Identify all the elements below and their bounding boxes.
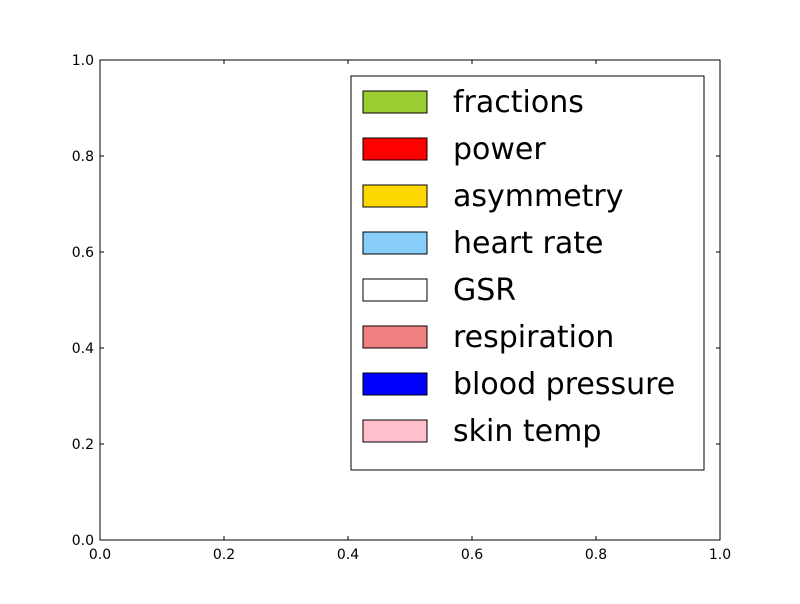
legend-label: asymmetry (453, 179, 624, 214)
y-tick-label: 1.0 (72, 53, 94, 69)
legend-label: skin temp (453, 414, 601, 449)
legend: fractions power asymmetry heart rate GSR resp… (350, 75, 705, 471)
legend-label: GSR (453, 273, 516, 308)
legend-label: power (453, 132, 546, 167)
legend-label: blood pressure (453, 367, 675, 402)
x-tick-label: 0.4 (337, 547, 359, 563)
y-tick-label: 0.4 (72, 341, 94, 357)
legend-item: skin temp (362, 414, 601, 449)
x-tick-label: 0.6 (461, 547, 483, 563)
x-axis: 0.0 0.2 0.4 0.6 0.8 1.0 (89, 60, 731, 563)
legend-label: respiration (453, 320, 614, 355)
legend-swatch (362, 137, 428, 161)
legend-label: heart rate (453, 226, 603, 261)
x-tick-label: 0.8 (585, 547, 607, 563)
y-tick-label: 0.8 (72, 149, 94, 165)
legend-item: asymmetry (362, 179, 624, 214)
x-tick-label: 0.2 (213, 547, 235, 563)
y-axis: 0.0 0.2 0.4 0.6 0.8 1.0 (72, 53, 720, 549)
legend-item: respiration (362, 320, 614, 355)
legend-item: heart rate (362, 226, 603, 261)
y-tick-label: 0.6 (72, 245, 94, 261)
y-tick-label: 0.2 (72, 437, 94, 453)
x-tick-label: 1.0 (709, 547, 731, 563)
legend-swatch (362, 325, 428, 349)
legend-swatch (362, 184, 428, 208)
y-tick-label: 0.0 (72, 533, 94, 549)
legend-item: fractions (362, 85, 584, 120)
legend-item: GSR (362, 273, 516, 308)
legend-swatch (362, 278, 428, 302)
legend-item: blood pressure (362, 367, 675, 402)
legend-swatch (362, 372, 428, 396)
legend-swatch (362, 231, 428, 255)
legend-swatch (362, 90, 428, 114)
x-tick-label: 0.0 (89, 547, 111, 563)
legend-swatch (362, 419, 428, 443)
legend-label: fractions (453, 85, 584, 120)
legend-item: power (362, 132, 546, 167)
